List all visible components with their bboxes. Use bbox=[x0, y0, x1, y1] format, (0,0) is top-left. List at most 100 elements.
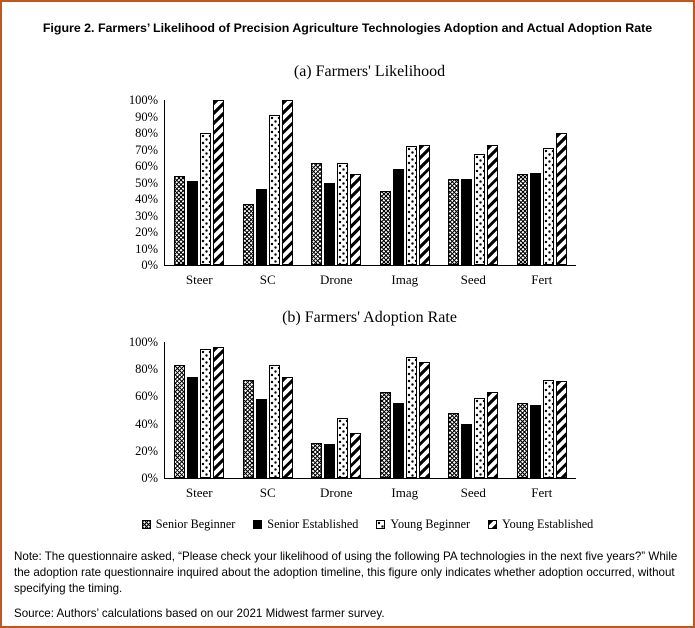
y-axis-label: 80% bbox=[135, 362, 158, 377]
y-axis-label: 30% bbox=[135, 208, 158, 223]
y-axis-label: 80% bbox=[135, 126, 158, 140]
bar-imag-3 bbox=[418, 362, 430, 478]
y-axis-label: 50% bbox=[135, 175, 158, 190]
bar-steer-3 bbox=[213, 347, 225, 478]
bar-drone-3 bbox=[350, 433, 362, 478]
bar-imag-2 bbox=[405, 146, 417, 265]
legend-label: Senior Beginner bbox=[155, 517, 236, 531]
bar-sc-0 bbox=[242, 380, 254, 478]
bar-drone-2 bbox=[337, 162, 349, 265]
plot-area-b: 0% 20% 40% 60% 80% 100% Steer SC Drone Imag Seed Fe… bbox=[129, 335, 576, 500]
bar-seed-3 bbox=[487, 144, 499, 265]
x-axis-label: Steer bbox=[185, 485, 213, 500]
y-axis-label: 40% bbox=[135, 416, 158, 431]
x-axis-label: SC bbox=[259, 485, 276, 500]
y-axis-label: 0% bbox=[141, 471, 158, 485]
bar-drone-1 bbox=[324, 444, 336, 478]
bar-fert-1 bbox=[529, 404, 541, 478]
bar-imag-1 bbox=[392, 169, 404, 265]
legend-item: Young Established bbox=[488, 517, 593, 532]
y-axis-label: 60% bbox=[135, 389, 158, 404]
bar-fert-1 bbox=[529, 172, 541, 265]
bar-fert-3 bbox=[555, 381, 567, 478]
bar-imag-1 bbox=[392, 403, 404, 478]
note-text: Note: The questionnaire asked, “Please c… bbox=[14, 550, 678, 595]
dots-swatch-icon bbox=[376, 520, 386, 529]
source-text: Source: Authors’ calculations based on o… bbox=[14, 607, 385, 620]
bar-drone-0 bbox=[311, 162, 323, 265]
bar-fert-0 bbox=[516, 174, 528, 265]
y-axis-label: 100% bbox=[128, 93, 158, 107]
y-axis-label: 0% bbox=[141, 258, 158, 272]
bar-imag-3 bbox=[418, 144, 430, 265]
bar-sc-3 bbox=[281, 100, 293, 265]
figure-title: Figure 2. Farmers’ Likelihood of Precisi… bbox=[42, 21, 653, 35]
bar-fert-3 bbox=[555, 133, 567, 265]
bar-drone-1 bbox=[324, 182, 336, 265]
bar-imag-0 bbox=[379, 190, 391, 265]
bar-steer-2 bbox=[200, 133, 212, 265]
bar-sc-2 bbox=[268, 114, 280, 265]
x-axis-label: Drone bbox=[320, 485, 353, 500]
x-axis-label: Fert bbox=[531, 272, 553, 287]
bar-sc-3 bbox=[281, 377, 293, 478]
y-axis-label: 70% bbox=[135, 142, 158, 157]
x-axis-label: Fert bbox=[531, 485, 553, 500]
bar-drone-2 bbox=[337, 418, 349, 478]
bar-seed-1 bbox=[461, 179, 473, 265]
legend: Senior Beginner Senior Established Young B… bbox=[2, 517, 693, 532]
chart-likelihood: (a) Farmers' Likelihood 0% 10% 20% 30% 40% 50… bbox=[129, 62, 576, 287]
diagonal-stripes-swatch-icon bbox=[488, 520, 498, 529]
bar-steer-3 bbox=[213, 100, 225, 265]
solid-black-swatch-icon bbox=[253, 520, 263, 529]
x-axis-label: Imag bbox=[391, 272, 419, 287]
bar-fert-0 bbox=[516, 403, 528, 478]
chart-b-title: (b) Farmers' Adoption Rate bbox=[282, 309, 457, 326]
legend-label: Young Established bbox=[502, 517, 594, 531]
bar-sc-1 bbox=[255, 189, 267, 265]
legend-item: Young Beginner bbox=[376, 517, 470, 532]
bar-imag-2 bbox=[405, 356, 417, 478]
legend-item: Senior Established bbox=[253, 517, 358, 532]
y-axis-label: 60% bbox=[135, 159, 158, 173]
x-axis-label: SC bbox=[259, 272, 276, 287]
legend-label: Senior Established bbox=[267, 517, 359, 531]
x-axis-label: Seed bbox=[460, 272, 486, 287]
bar-steer-0 bbox=[174, 365, 186, 478]
bar-steer-2 bbox=[200, 348, 212, 478]
legend-item: Senior Beginner bbox=[141, 517, 236, 532]
bar-drone-3 bbox=[350, 174, 362, 265]
bar-steer-1 bbox=[187, 180, 199, 265]
x-axis-label: Steer bbox=[185, 272, 213, 287]
bar-drone-0 bbox=[311, 442, 323, 478]
crosshatch-swatch-icon bbox=[141, 520, 151, 529]
bar-seed-0 bbox=[448, 179, 460, 265]
bar-steer-0 bbox=[174, 175, 186, 265]
bar-fert-2 bbox=[542, 147, 554, 265]
y-axis-label: 20% bbox=[135, 443, 158, 458]
y-axis-label: 90% bbox=[135, 109, 158, 124]
bar-sc-2 bbox=[268, 365, 280, 478]
y-axis-label: 40% bbox=[135, 192, 158, 206]
x-axis-label: Imag bbox=[391, 485, 419, 500]
bar-seed-1 bbox=[461, 423, 473, 478]
x-axis-label: Seed bbox=[460, 485, 486, 500]
y-axis-label: 20% bbox=[135, 225, 158, 239]
chart-adoption-rate: (b) Farmers' Adoption Rate 0% 20% 40% 60% 80… bbox=[129, 308, 576, 500]
plot-area-a: 0% 10% 20% 30% 40% 50% 60% 70% 80% 90% 100% Steer SC… bbox=[129, 93, 576, 287]
bar-sc-1 bbox=[255, 399, 267, 478]
bar-seed-2 bbox=[474, 154, 486, 265]
bar-imag-0 bbox=[379, 392, 391, 478]
bar-steer-1 bbox=[187, 377, 199, 478]
bar-sc-0 bbox=[242, 203, 254, 265]
bar-fert-2 bbox=[542, 380, 554, 478]
bar-seed-3 bbox=[487, 392, 499, 478]
bar-seed-2 bbox=[474, 397, 486, 478]
y-axis-label: 10% bbox=[135, 241, 158, 256]
x-axis-label: Drone bbox=[320, 272, 353, 287]
chart-a-title: (a) Farmers' Likelihood bbox=[293, 63, 446, 80]
legend-label: Young Beginner bbox=[390, 517, 471, 531]
bar-seed-0 bbox=[448, 412, 460, 478]
y-axis-label: 100% bbox=[128, 335, 158, 349]
